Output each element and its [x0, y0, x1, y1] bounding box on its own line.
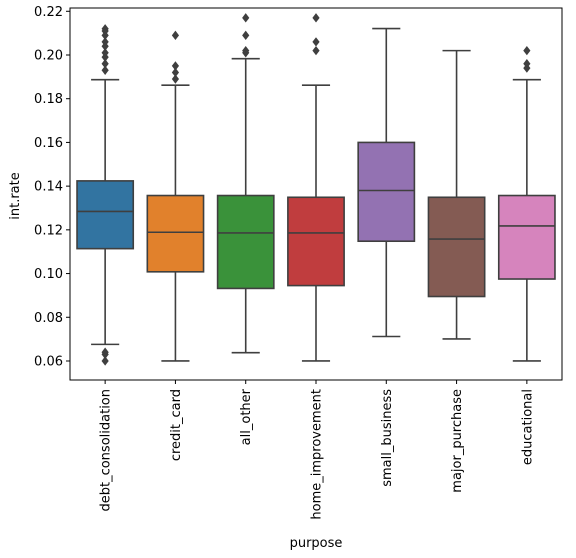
outlier-point [101, 24, 109, 34]
box-credit_card [146, 194, 205, 273]
x-tick-label: home_improvement [310, 389, 325, 520]
x-tick-label: all_other [239, 388, 254, 445]
box-debt_consolidation [76, 180, 135, 250]
y-tick-label: 0.22 [34, 5, 63, 20]
box-home_improvement [287, 196, 345, 287]
outlier-point [312, 37, 320, 47]
x-axis-label: purpose [290, 536, 343, 551]
box-major_purchase [427, 196, 486, 298]
box-all_other [216, 194, 275, 290]
outlier-point [101, 347, 109, 357]
outlier-point [242, 45, 250, 56]
y-tick-label: 0.10 [34, 267, 63, 282]
y-tick-label: 0.16 [34, 136, 63, 151]
outlier-point [523, 45, 531, 56]
y-tick-label: 0.12 [34, 223, 63, 238]
outlier-point [171, 30, 180, 41]
outlier-point [242, 30, 250, 41]
outlier-point [312, 45, 320, 56]
y-tick-label: 0.08 [34, 311, 63, 326]
box-educational [497, 194, 556, 280]
x-tick-label: educational [520, 389, 535, 465]
y-tick-label: 0.06 [34, 354, 63, 369]
x-tick-label: major_purchase [450, 389, 465, 493]
outlier-point [101, 59, 109, 69]
outlier-point [312, 13, 320, 23]
plot-area: debt_consolidation credit_card all_other ho… [34, 5, 563, 520]
x-tick-label: small_business [380, 389, 395, 487]
outlier-point [171, 61, 180, 71]
box-small_business [357, 141, 416, 243]
plot-frame [69, 7, 563, 381]
y-tick-label: 0.18 [34, 92, 63, 107]
x-tick-label: credit_card [169, 389, 184, 461]
y-tick-label: 0.20 [34, 48, 63, 63]
outlier-point [171, 67, 180, 78]
outlier-point [171, 74, 180, 84]
outlier-point [101, 48, 109, 58]
outlier-point [101, 65, 109, 75]
y-tick-label: 0.14 [34, 180, 63, 195]
outlier-point [101, 37, 109, 47]
x-tick-label: debt_consolidation [99, 389, 114, 512]
outlier-point [523, 59, 531, 69]
outlier-point [242, 13, 250, 23]
outlier-point [101, 356, 109, 366]
y-axis-label: int.rate [8, 172, 23, 220]
